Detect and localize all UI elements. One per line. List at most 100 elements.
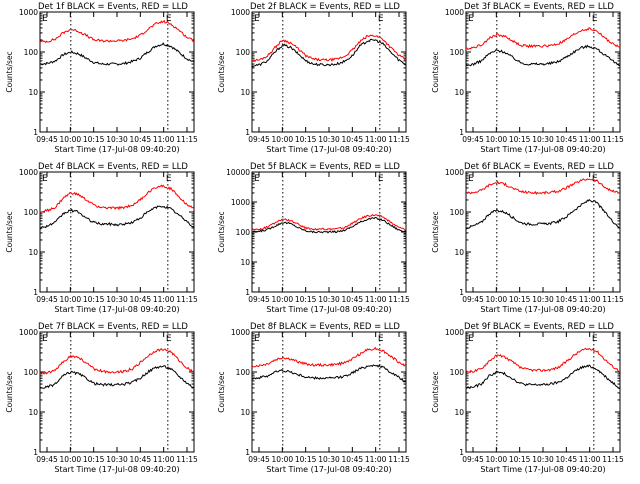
x-tick-label: 11:15 <box>602 455 624 464</box>
x-tick-label: 10:15 <box>83 135 105 144</box>
y-tick-label: 10 <box>454 408 464 417</box>
y-tick-label: 1000 <box>19 8 38 17</box>
x-tick-label: 10:00 <box>486 295 508 304</box>
x-tick-label: 10:15 <box>295 455 317 464</box>
x-tick-label: 10:30 <box>106 135 128 144</box>
x-tick-label: 10:00 <box>486 135 508 144</box>
x-axis-label: Start Time (17-Jul-08 09:40:20) <box>480 145 605 154</box>
y-axis-label: Counts/sec <box>217 51 226 92</box>
y-axis-label: Counts/sec <box>5 51 14 92</box>
chart-title: Det 4f BLACK = Events, RED = LLD <box>38 162 188 172</box>
x-tick-label: 10:45 <box>342 135 364 144</box>
chart-det-2: Det 2f BLACK = Events, RED = LLD 1 10 100 10… <box>217 2 410 154</box>
chart-det-8: Det 8f BLACK = Events, RED = LLD 1 10 100 10… <box>217 322 410 474</box>
x-tick-label: 09:45 <box>36 295 58 304</box>
x-tick-label: 10:15 <box>83 455 105 464</box>
e-marker-left: E <box>42 14 48 24</box>
chart-title: Det 3f BLACK = Events, RED = LLD <box>464 2 614 12</box>
x-axis-label: Start Time (17-Jul-08 09:40:20) <box>266 465 391 474</box>
y-tick-label: 1000 <box>231 328 250 337</box>
x-tick-label: 10:45 <box>130 135 152 144</box>
x-tick-label: 10:45 <box>130 295 152 304</box>
x-tick-label: 11:15 <box>388 455 410 464</box>
series-events-line <box>251 216 407 234</box>
x-tick-label: 11:00 <box>153 135 175 144</box>
x-tick-label: 10:30 <box>318 295 340 304</box>
y-tick-label: 1 <box>33 288 38 297</box>
e-marker-right: E <box>378 334 384 344</box>
y-tick-label: 1000 <box>19 168 38 177</box>
x-axis-label: Start Time (17-Jul-08 09:40:20) <box>54 145 179 154</box>
chart-title: Det 6f BLACK = Events, RED = LLD <box>464 162 614 172</box>
x-tick-label: 10:45 <box>556 135 578 144</box>
series-lld-line <box>251 34 407 63</box>
series-lld-line <box>465 178 621 196</box>
x-tick-label: 11:00 <box>365 295 387 304</box>
y-tick-label: 100 <box>24 48 39 57</box>
x-tick-label: 10:45 <box>342 295 364 304</box>
y-tick-label: 1 <box>245 448 250 457</box>
series-lld-line <box>251 346 407 368</box>
x-axis-label: Start Time (17-Jul-08 09:40:20) <box>54 305 179 314</box>
series-events-line <box>465 44 621 67</box>
plot-frame <box>465 11 621 133</box>
chart-det-9: Det 9f BLACK = Events, RED = LLD 1 10 100 10… <box>431 322 624 474</box>
x-tick-label: 10:00 <box>60 455 82 464</box>
x-tick-label: 09:45 <box>462 295 484 304</box>
x-tick-label: 09:45 <box>248 295 270 304</box>
x-tick-label: 11:15 <box>176 135 198 144</box>
x-tick-label: 09:45 <box>36 455 58 464</box>
series-events-line <box>39 42 195 66</box>
y-tick-label: 1000 <box>445 168 464 177</box>
x-axis-label: Start Time (17-Jul-08 09:40:20) <box>480 465 605 474</box>
x-tick-label: 10:30 <box>532 295 554 304</box>
x-tick-label: 11:15 <box>602 135 624 144</box>
series-lld-line <box>465 347 621 373</box>
y-tick-label: 1 <box>459 128 464 137</box>
x-tick-label: 10:15 <box>83 295 105 304</box>
e-marker-right: E <box>378 14 384 24</box>
y-tick-label: 1 <box>245 288 250 297</box>
x-tick-label: 11:15 <box>388 135 410 144</box>
x-tick-label: 09:45 <box>36 135 58 144</box>
y-tick-label: 1000 <box>231 198 250 207</box>
chart-title: Det 8f BLACK = Events, RED = LLD <box>250 322 400 332</box>
chart-title: Det 7f BLACK = Events, RED = LLD <box>38 322 188 332</box>
chart-title: Det 9f BLACK = Events, RED = LLD <box>464 322 614 332</box>
plot-frame <box>465 171 621 293</box>
y-tick-label: 100 <box>236 228 251 237</box>
x-tick-label: 10:00 <box>272 455 294 464</box>
e-marker-right: E <box>166 14 172 24</box>
chart-det-1: Det 1f BLACK = Events, RED = LLD 1 10 100 10… <box>5 2 198 154</box>
y-axis-label: Counts/sec <box>431 211 440 252</box>
x-tick-label: 10:00 <box>60 135 82 144</box>
e-marker-right: E <box>592 174 598 184</box>
y-tick-label: 10 <box>28 408 38 417</box>
x-tick-label: 10:30 <box>106 455 128 464</box>
y-tick-label: 1000 <box>231 8 250 17</box>
y-tick-label: 10 <box>240 88 250 97</box>
chart-title: Det 5f BLACK = Events, RED = LLD <box>250 162 400 172</box>
x-tick-label: 10:15 <box>509 135 531 144</box>
series-lld-line <box>39 19 195 44</box>
y-tick-label: 10 <box>240 258 250 267</box>
y-tick-label: 100 <box>236 368 251 377</box>
x-tick-label: 10:15 <box>509 455 531 464</box>
y-axis-label: Counts/sec <box>217 371 226 412</box>
e-marker-left: E <box>254 174 260 184</box>
x-tick-label: 10:30 <box>318 135 340 144</box>
series-events-line <box>40 205 195 230</box>
x-tick-label: 10:30 <box>532 135 554 144</box>
series-lld-line <box>251 213 407 231</box>
chart-det-6: Det 6f BLACK = Events, RED = LLD 1 10 100 10… <box>431 162 624 314</box>
series-lld-line <box>39 184 195 213</box>
y-tick-label: 100 <box>24 368 39 377</box>
y-tick-label: 10 <box>454 88 464 97</box>
x-tick-label: 10:00 <box>486 455 508 464</box>
x-tick-label: 10:15 <box>295 135 317 144</box>
chart-det-4: Det 4f BLACK = Events, RED = LLD 1 10 100 10… <box>5 162 198 314</box>
e-marker-left: E <box>468 14 474 24</box>
y-axis-label: Counts/sec <box>5 211 14 252</box>
